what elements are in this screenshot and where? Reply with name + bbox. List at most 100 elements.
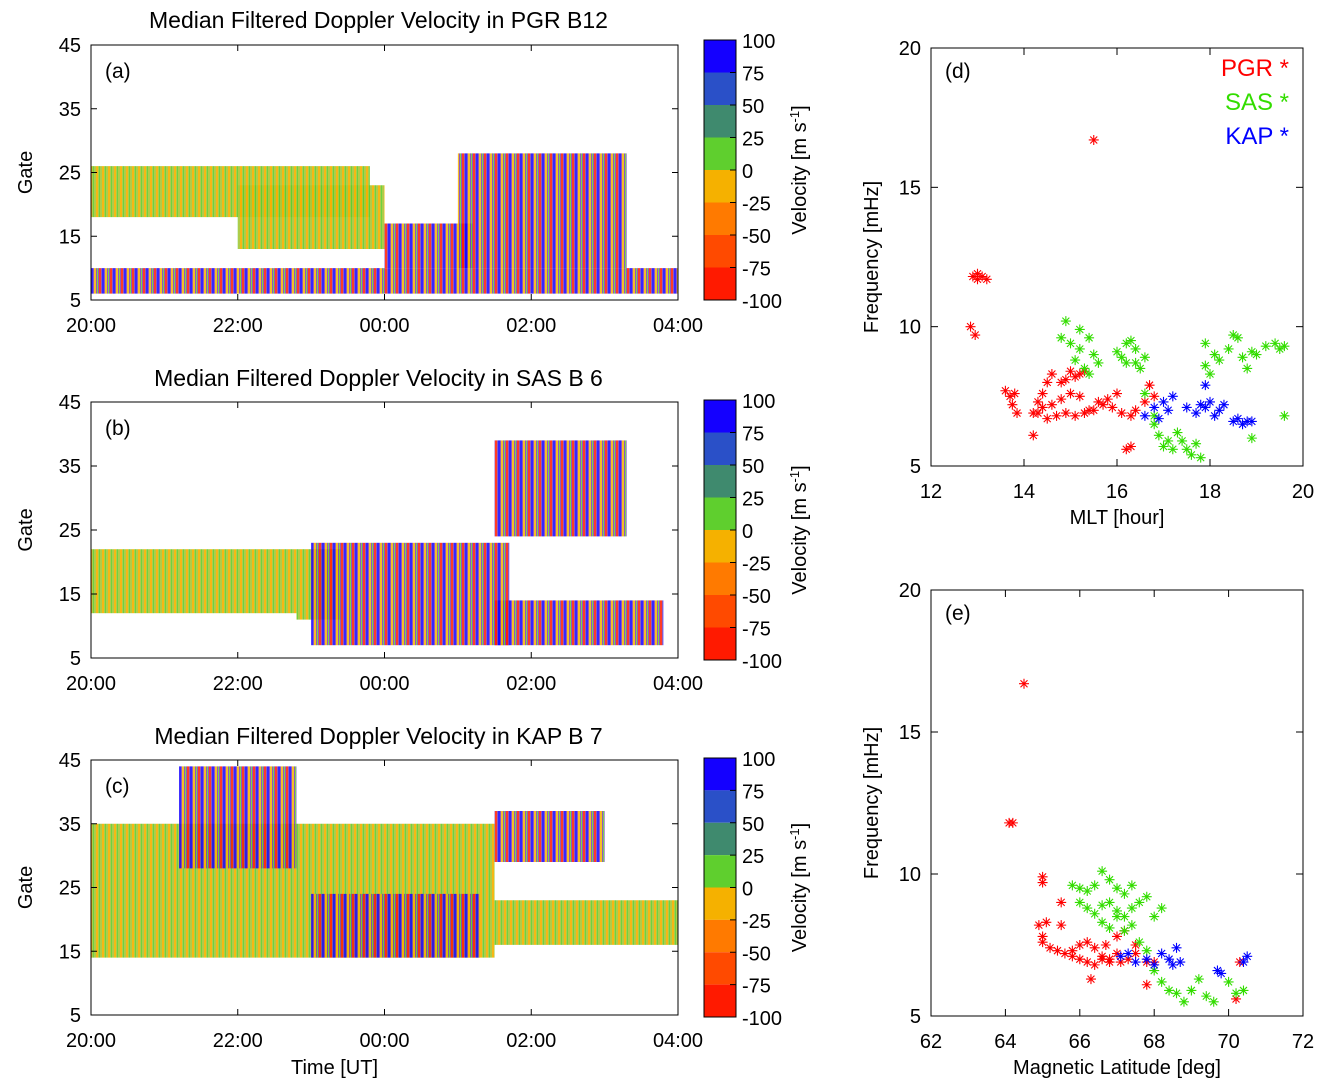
data-point <box>972 268 983 279</box>
legend-entry: KAP * <box>1225 123 1289 150</box>
x-tick-label: 70 <box>1217 1031 1239 1053</box>
colorbar-title-sup: -1 <box>787 828 802 840</box>
colorbar-title-sup: -1 <box>787 471 802 483</box>
series-sas <box>1067 866 1249 1007</box>
data-point <box>1074 369 1085 380</box>
velocity-region-2 <box>237 185 385 249</box>
y-tick-label: 10 <box>899 864 921 886</box>
colorbar-title-end: ] <box>789 823 811 829</box>
data-point <box>1164 954 1175 965</box>
data-point <box>1153 430 1164 441</box>
velocity-regions <box>91 440 664 646</box>
colorbar-title-sup: -1 <box>787 111 802 123</box>
data-point <box>1171 942 1182 953</box>
y-tick-label: 35 <box>59 814 81 836</box>
data-point <box>1097 866 1108 877</box>
colorbar-segment <box>704 465 736 498</box>
colorbar-label: -50 <box>742 226 771 248</box>
data-point <box>1059 948 1070 959</box>
data-point <box>1033 920 1044 931</box>
data-point <box>1005 391 1016 402</box>
heatmap-panel-3: Median Filtered Doppler Velocity in KAP … <box>15 723 811 1079</box>
data-point <box>1238 957 1249 968</box>
colorbar-label: -25 <box>742 911 771 933</box>
data-point <box>1231 988 1242 999</box>
data-point <box>1084 405 1095 416</box>
data-point <box>1093 396 1104 407</box>
colorbar-label: -25 <box>742 194 771 216</box>
data-point <box>1246 433 1257 444</box>
data-point <box>1112 346 1122 357</box>
colorbar-segment <box>704 40 736 73</box>
data-point <box>1134 897 1145 908</box>
y-tick-label: 15 <box>899 177 921 199</box>
colorbar-segment <box>704 790 736 823</box>
data-point <box>1251 349 1262 360</box>
data-point <box>1164 985 1175 996</box>
data-point <box>1082 903 1093 914</box>
x-tick-label: 00:00 <box>359 315 409 337</box>
data-point <box>1112 931 1122 942</box>
data-point <box>1139 352 1150 363</box>
series-pgr <box>1004 678 1245 1004</box>
data-point <box>1046 399 1057 410</box>
data-point <box>1065 388 1076 399</box>
data-point <box>1163 405 1174 416</box>
data-point <box>1074 897 1085 908</box>
data-point <box>1201 991 1212 1002</box>
y-tick-label: 5 <box>910 456 921 478</box>
colorbar-label: 75 <box>742 64 764 86</box>
x-tick-label: 02:00 <box>506 315 556 337</box>
data-point <box>1052 945 1063 956</box>
panel-label: (c) <box>105 775 130 798</box>
y-tick-label: 15 <box>899 722 921 744</box>
colorbar-label: 25 <box>742 846 764 868</box>
plot-frame <box>930 589 1304 1017</box>
colorbar-label: 75 <box>742 424 764 446</box>
colorbar-segment <box>704 562 736 595</box>
data-point <box>1200 338 1211 349</box>
data-point <box>1097 917 1108 928</box>
data-point <box>1060 316 1071 327</box>
data-point <box>1104 922 1115 933</box>
velocity-regions <box>91 153 678 294</box>
data-point <box>1237 352 1248 363</box>
y-axis-label: Frequency [mHz] <box>861 181 883 333</box>
colorbar-title: Velocity [m s-1] <box>787 105 811 234</box>
data-point <box>1065 366 1076 377</box>
data-point <box>967 271 978 282</box>
x-tick-label: 16 <box>1106 481 1128 503</box>
data-point <box>1200 360 1211 371</box>
data-point <box>1037 937 1048 948</box>
data-point <box>1074 391 1085 402</box>
velocity-region-5 <box>494 811 605 862</box>
data-point <box>1007 817 1018 828</box>
data-point <box>1191 408 1202 419</box>
y-tick-label: 5 <box>70 1005 81 1027</box>
data-point <box>1130 948 1141 959</box>
data-point <box>1121 357 1132 368</box>
y-tick-label: 5 <box>910 1006 921 1028</box>
data-point <box>1067 880 1078 891</box>
data-point <box>1112 883 1122 894</box>
data-point <box>1141 945 1152 956</box>
y-tick-label: 20 <box>899 580 921 602</box>
colorbar-label: 100 <box>742 749 775 771</box>
y-axis-label: Gate <box>15 151 37 194</box>
y-tick-label: 45 <box>59 392 81 414</box>
x-tick-label: 22:00 <box>213 315 263 337</box>
data-point <box>1126 920 1137 931</box>
colorbar-segment <box>704 72 736 105</box>
data-point <box>1019 678 1029 689</box>
data-point <box>972 274 983 285</box>
data-point <box>1167 444 1178 455</box>
scatter-panel-2: 5 10 15 20 62 64 66 68 70 72 Magnetic Latitude [de… <box>861 580 1314 1079</box>
y-tick-label: 15 <box>59 941 81 963</box>
colorbar-label: 25 <box>742 129 764 151</box>
colorbar-label: 25 <box>742 489 764 511</box>
data-point <box>1135 363 1146 374</box>
y-tick-label: 15 <box>59 226 81 248</box>
data-point <box>1041 917 1052 928</box>
colorbar-segment <box>704 235 736 268</box>
colorbar-label: -100 <box>742 1008 782 1030</box>
